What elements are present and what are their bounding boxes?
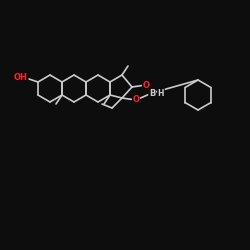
Text: OH: OH xyxy=(14,72,28,82)
Text: O: O xyxy=(142,80,150,90)
Text: O: O xyxy=(132,96,140,104)
Text: H: H xyxy=(158,88,164,98)
Text: B: B xyxy=(149,88,155,98)
